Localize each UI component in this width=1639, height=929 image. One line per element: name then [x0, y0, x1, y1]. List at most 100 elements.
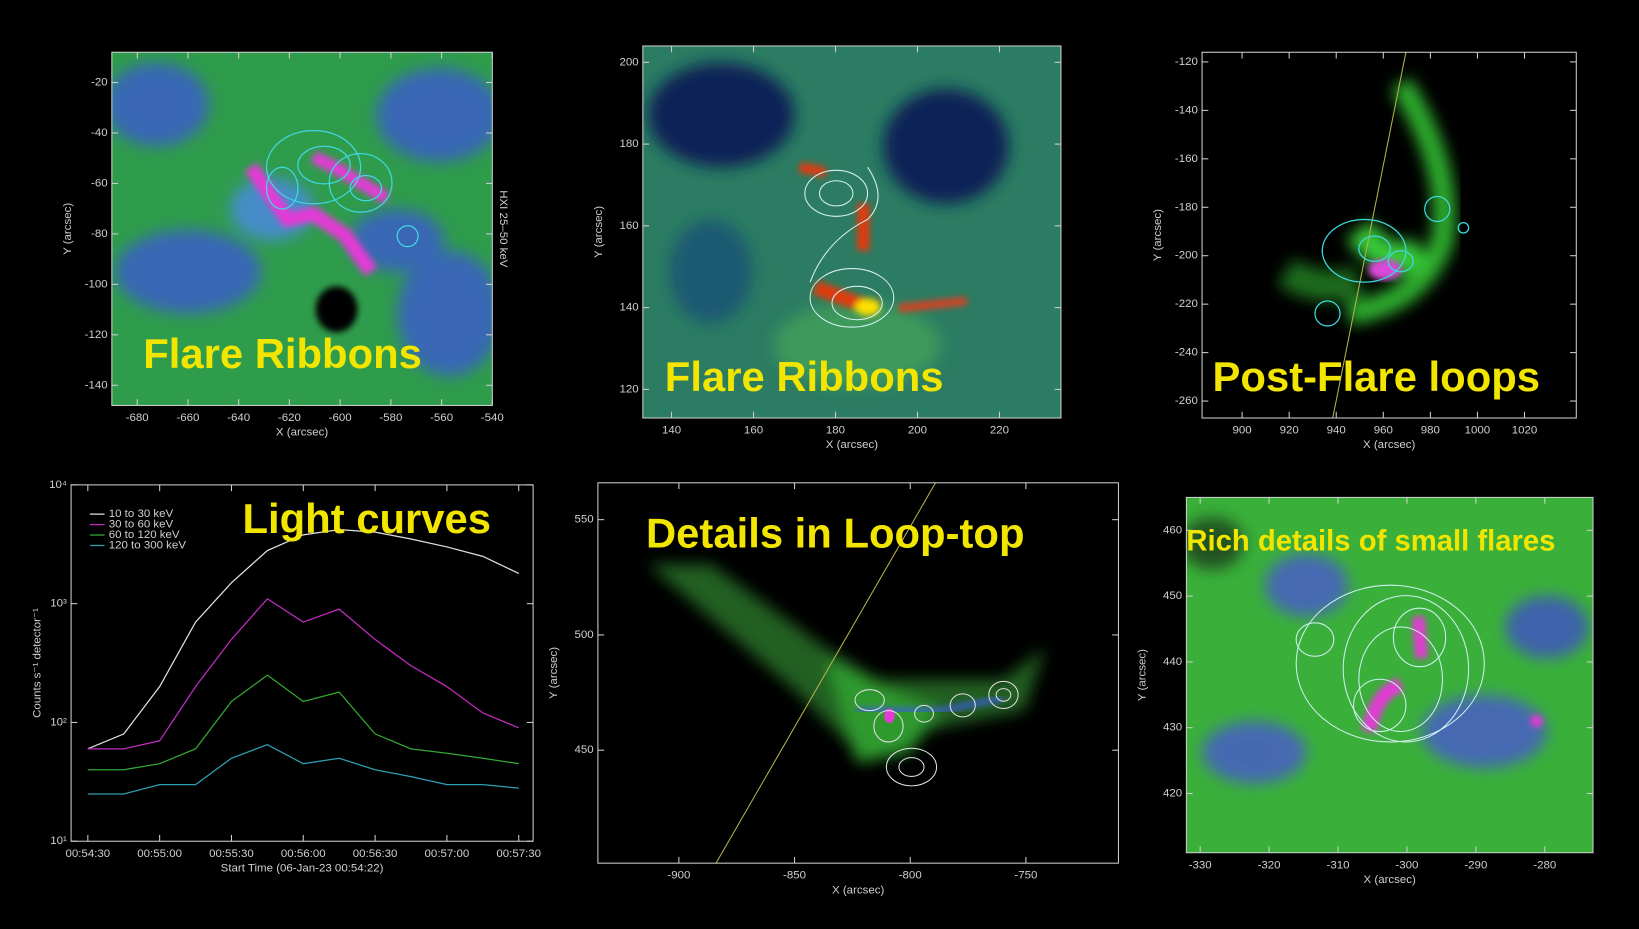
y-tick-label: -260 [1175, 395, 1198, 407]
legend-label: 120 to 300 keV [109, 540, 187, 552]
y-tick-label: -140 [85, 379, 108, 391]
x-tick-label: -660 [176, 412, 199, 424]
y2-axis-label: HXI 25–50 keV [497, 190, 509, 268]
y-axis-label: Y (arcsec) [548, 647, 560, 699]
y-tick-label: 200 [619, 56, 638, 68]
x-tick-label: 200 [908, 425, 927, 437]
decor [648, 63, 794, 167]
y-tick-label: -80 [91, 228, 108, 240]
x-tick-label: -320 [1258, 859, 1281, 871]
panel-title: Flare Ribbons [143, 330, 422, 377]
y-tick-label: 440 [1163, 656, 1182, 668]
x-tick-label: -620 [278, 412, 301, 424]
x-tick-label: -330 [1189, 859, 1212, 871]
decor [115, 230, 261, 314]
x-tick-label: 1020 [1512, 425, 1538, 437]
y-tick-label: 460 [1163, 524, 1182, 536]
x-tick-label: 940 [1327, 425, 1346, 437]
x-axis-label: X (arcsec) [826, 439, 879, 451]
y-tick-label: 10¹ [50, 835, 67, 847]
y-tick-label: -160 [1175, 153, 1198, 165]
decor [1422, 695, 1547, 768]
slide: -680-660-640-620-600-580-560-540-20-40-6… [0, 0, 1639, 929]
y-tick-label: -100 [85, 278, 108, 290]
y-tick-label: -240 [1175, 347, 1198, 359]
x-tick-label: 00:56:00 [281, 848, 326, 860]
y-tick-label: 120 [619, 383, 638, 395]
y-tick-label: -140 [1175, 104, 1198, 116]
decor [855, 299, 880, 316]
decor [1286, 272, 1359, 286]
y-tick-label: -60 [91, 177, 108, 189]
series-line [88, 745, 519, 794]
decor [1202, 721, 1307, 784]
x-axis-label: Start Time (06-Jan-23 00:54:22) [221, 862, 384, 874]
y-tick-label: 430 [1163, 722, 1182, 734]
y-tick-label: -200 [1175, 250, 1198, 262]
x-tick-label: -900 [667, 870, 690, 882]
decor [1530, 715, 1543, 728]
x-tick-label: -850 [783, 870, 806, 882]
x-tick-label: 00:56:30 [353, 848, 398, 860]
x-tick-label: -750 [1014, 870, 1037, 882]
panel-title: Details in Loop-top [646, 510, 1025, 557]
y-tick-label: 550 [575, 514, 594, 526]
x-tick-label: 960 [1374, 425, 1393, 437]
series-line [88, 675, 519, 770]
x-tick-label: 00:57:00 [425, 848, 470, 860]
x-tick-label: -280 [1533, 859, 1556, 871]
x-axis-label: X (arcsec) [1363, 439, 1416, 451]
x-tick-label: 00:57:30 [496, 848, 541, 860]
x-tick-label: 920 [1280, 425, 1299, 437]
x-tick-label: 180 [826, 425, 845, 437]
panel-title: Flare Ribbons [665, 353, 944, 400]
x-tick-label: -540 [481, 412, 504, 424]
y-tick-label: 420 [1163, 788, 1182, 800]
x-tick-label: 1000 [1465, 425, 1491, 437]
y-tick-label: 450 [1163, 590, 1182, 602]
x-tick-label: -580 [379, 412, 402, 424]
y-tick-label: 10³ [50, 598, 67, 610]
decor [105, 63, 210, 147]
y-axis-label: Y (arcsec) [1152, 209, 1164, 261]
series-line [88, 599, 519, 749]
decor [1418, 617, 1421, 659]
x-tick-label: -640 [227, 412, 250, 424]
page: {"chart_data": [ {"type": "image", "titl… [0, 0, 1639, 929]
y-axis-label: Y (arcsec) [62, 203, 74, 255]
decor [316, 286, 358, 332]
x-tick-label: -300 [1395, 859, 1418, 871]
y-axis-label: Counts s⁻¹ detector⁻¹ [32, 608, 44, 718]
decor [376, 68, 501, 162]
decor [1505, 596, 1589, 659]
x-tick-label: 140 [662, 425, 681, 437]
decor [669, 219, 753, 323]
panel-title: Rich details of small flares [1186, 526, 1555, 558]
x-tick-label: -600 [329, 412, 352, 424]
y-axis-label: Y (arcsec) [593, 206, 605, 258]
x-tick-label: -800 [899, 870, 922, 882]
y-tick-label: 160 [619, 220, 638, 232]
x-tick-label: -560 [430, 412, 453, 424]
x-tick-label: 900 [1232, 425, 1251, 437]
y-tick-label: 500 [575, 629, 594, 641]
y-tick-label: -120 [85, 329, 108, 341]
x-tick-label: 00:54:30 [65, 848, 110, 860]
x-tick-label: 00:55:00 [137, 848, 182, 860]
x-axis-label: X (arcsec) [276, 427, 329, 439]
decor [800, 167, 826, 172]
x-tick-label: 00:55:30 [209, 848, 254, 860]
x-tick-label: 980 [1421, 425, 1440, 437]
series-line [88, 530, 519, 749]
y-tick-label: 140 [619, 302, 638, 314]
y-tick-label: 450 [575, 744, 594, 756]
y-tick-label: 10⁴ [49, 479, 67, 491]
y-tick-label: 180 [619, 138, 638, 150]
y-tick-label: -180 [1175, 201, 1198, 213]
x-axis-label: X (arcsec) [832, 884, 885, 896]
x-tick-label: -310 [1327, 859, 1350, 871]
y-tick-label: -20 [91, 77, 108, 89]
y-tick-label: 10² [50, 716, 67, 728]
y-tick-label: -40 [91, 127, 108, 139]
panel-title: Light curves [243, 495, 492, 542]
